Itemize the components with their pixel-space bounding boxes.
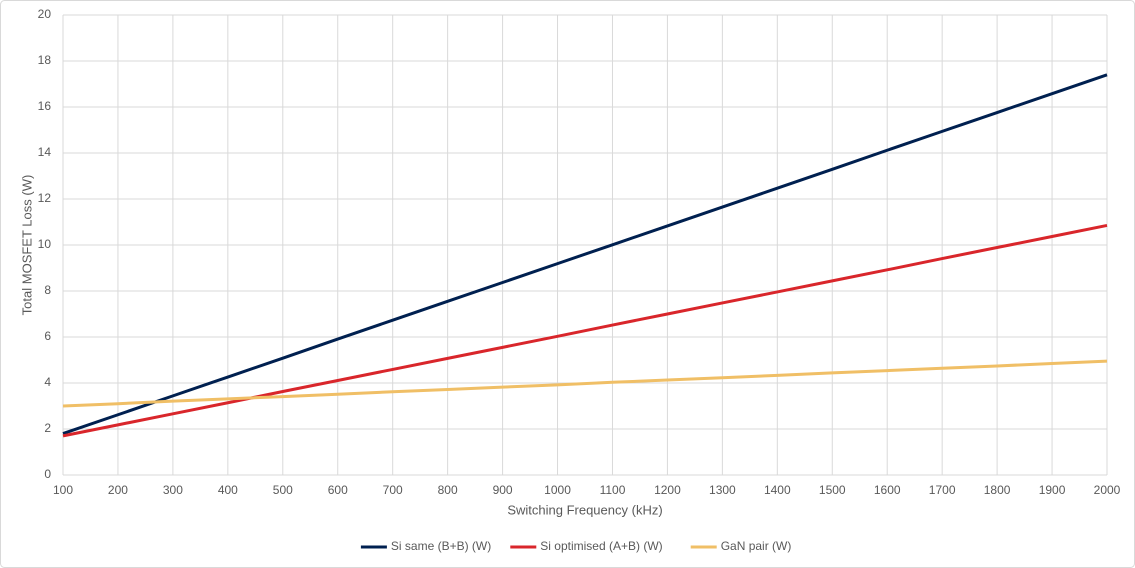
x-tick-label: 400 xyxy=(218,483,238,497)
legend-label: Si optimised (A+B) (W) xyxy=(540,539,662,553)
x-tick-label: 1900 xyxy=(1039,483,1066,497)
x-tick-label: 2000 xyxy=(1094,483,1121,497)
x-tick-label: 1300 xyxy=(709,483,736,497)
y-tick-label: 8 xyxy=(44,283,51,297)
y-tick-label: 14 xyxy=(38,145,52,159)
y-tick-label: 4 xyxy=(44,375,51,389)
x-tick-label: 1000 xyxy=(544,483,571,497)
x-tick-label: 1100 xyxy=(600,483,626,497)
x-tick-label: 700 xyxy=(383,483,403,497)
x-axis-title: Switching Frequency (kHz) xyxy=(507,502,662,517)
x-tick-label: 200 xyxy=(108,483,128,497)
y-tick-label: 6 xyxy=(44,329,51,343)
x-tick-label: 1200 xyxy=(654,483,681,497)
x-tick-label: 1700 xyxy=(929,483,956,497)
series-line xyxy=(62,73,1108,436)
legend: Si same (B+B) (W) Si optimised (A+B) (W) G… xyxy=(360,539,792,553)
y-tick-label: 10 xyxy=(38,237,52,251)
series-line xyxy=(62,359,1108,408)
x-tick-label: 500 xyxy=(273,483,293,497)
y-tick-label: 0 xyxy=(44,467,51,481)
y-axis-title: Total MOSFET Loss (W) xyxy=(19,175,34,316)
series-line xyxy=(62,223,1108,438)
y-tick-label: 20 xyxy=(38,7,52,21)
x-tick-label: 1800 xyxy=(984,483,1011,497)
x-tick-label: 600 xyxy=(328,483,348,497)
x-tick-label: 1400 xyxy=(764,483,791,497)
y-tick-label: 2 xyxy=(44,421,51,435)
x-tick-label: 300 xyxy=(163,483,183,497)
legend-label: GaN pair (W) xyxy=(721,539,792,553)
x-tick-label: 800 xyxy=(438,483,458,497)
x-tick-label: 900 xyxy=(493,483,513,497)
x-tick-label: 1600 xyxy=(874,483,901,497)
x-tick-label: 100 xyxy=(53,483,73,497)
legend-label: Si same (B+B) (W) xyxy=(391,539,491,553)
y-tick-label: 12 xyxy=(38,191,52,205)
x-tick-label: 1500 xyxy=(819,483,846,497)
y-tick-label: 16 xyxy=(38,99,52,113)
y-tick-label: 18 xyxy=(38,53,52,67)
